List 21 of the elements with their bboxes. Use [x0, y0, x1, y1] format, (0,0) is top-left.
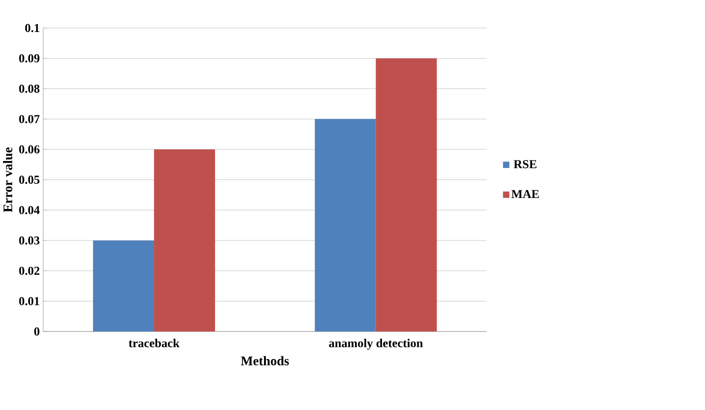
- y-tick-label: 0.1: [25, 24, 40, 32]
- y-tick-label: 0.07: [19, 114, 40, 124]
- y-tick-label: 0.08: [19, 84, 40, 93]
- y-tick-label: 0.01: [19, 297, 40, 306]
- legend-label: RSE: [514, 160, 536, 168]
- x-axis-title: Methods: [240, 356, 289, 366]
- bar: [154, 149, 216, 332]
- y-tick-label: 0.09: [19, 54, 40, 62]
- y-tick-label: 0.06: [19, 145, 40, 154]
- y-tick-label: 0.02: [19, 266, 40, 275]
- y-axis-title: Error value: [3, 148, 12, 212]
- y-tick-label: 0: [34, 327, 40, 336]
- legend-label: MAE: [511, 190, 539, 198]
- y-tick-label: 0.03: [19, 236, 40, 245]
- x-tick-label: traceback: [128, 338, 180, 348]
- y-tick-label: 0.05: [19, 176, 40, 184]
- bar: [314, 119, 376, 332]
- x-tick-label: anamoly detection: [329, 338, 423, 350]
- bar: [376, 58, 437, 332]
- bar: [93, 240, 154, 332]
- y-tick-label: 0.04: [19, 206, 40, 214]
